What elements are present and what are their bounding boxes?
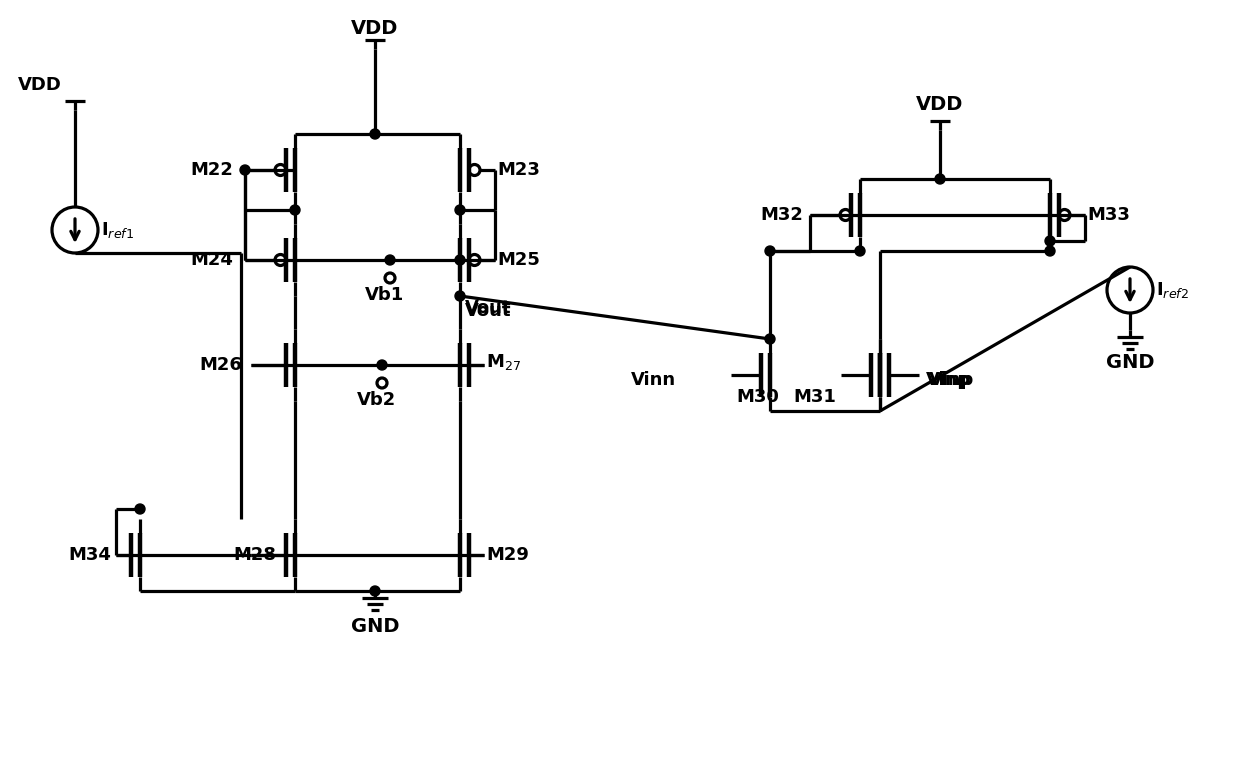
Circle shape: [385, 255, 395, 265]
Circle shape: [377, 360, 387, 370]
Text: Vb1: Vb1: [366, 286, 405, 304]
Circle shape: [455, 291, 465, 301]
Text: GND: GND: [1105, 353, 1155, 372]
Circle shape: [290, 205, 300, 215]
Text: VDD: VDD: [917, 96, 964, 115]
Circle shape: [855, 246, 865, 256]
Text: Vinn: Vinn: [631, 371, 676, 389]
Text: M28: M28: [233, 546, 276, 564]
Circle shape: [370, 129, 380, 139]
Circle shape: [935, 174, 945, 184]
Text: M25: M25: [497, 251, 540, 269]
Text: Vout: Vout: [465, 302, 512, 320]
Text: I$_{ref2}$: I$_{ref2}$: [1156, 280, 1189, 300]
Circle shape: [455, 255, 465, 265]
Text: M32: M32: [760, 206, 803, 224]
Text: VDD: VDD: [352, 18, 399, 37]
Circle shape: [764, 334, 776, 344]
Text: Vinp: Vinp: [926, 371, 971, 389]
Circle shape: [764, 246, 776, 256]
Circle shape: [240, 165, 250, 175]
Text: M22: M22: [190, 161, 233, 179]
Text: M31: M31: [793, 388, 836, 406]
Text: M23: M23: [497, 161, 540, 179]
Circle shape: [1044, 246, 1054, 256]
Text: I$_{ref1}$: I$_{ref1}$: [102, 220, 134, 240]
Text: M34: M34: [68, 546, 112, 564]
Text: Vout: Vout: [465, 299, 512, 317]
Circle shape: [455, 205, 465, 215]
Text: M30: M30: [736, 388, 779, 406]
Text: M29: M29: [486, 546, 529, 564]
Circle shape: [370, 586, 380, 596]
Circle shape: [1044, 236, 1054, 246]
Circle shape: [135, 504, 145, 514]
Text: Vb2: Vb2: [357, 391, 396, 409]
Text: M24: M24: [190, 251, 233, 269]
Text: GND: GND: [351, 616, 399, 635]
Text: VDD: VDD: [19, 76, 62, 94]
Text: Vinp: Vinp: [929, 371, 974, 389]
Text: M26: M26: [199, 356, 242, 374]
Text: M$_{27}$: M$_{27}$: [486, 352, 520, 372]
Text: M33: M33: [1087, 206, 1130, 224]
